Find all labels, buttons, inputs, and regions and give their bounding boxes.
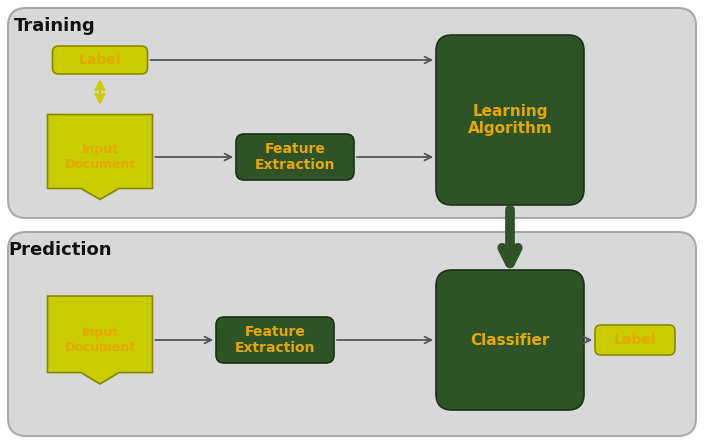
Text: Classifier: Classifier	[470, 333, 550, 348]
FancyBboxPatch shape	[436, 35, 584, 205]
FancyBboxPatch shape	[216, 317, 334, 363]
FancyBboxPatch shape	[8, 232, 696, 436]
FancyBboxPatch shape	[436, 270, 584, 410]
Polygon shape	[47, 296, 153, 384]
FancyBboxPatch shape	[595, 325, 675, 355]
Text: Prediction: Prediction	[8, 241, 112, 259]
Text: Input
Document: Input Document	[64, 143, 136, 171]
FancyBboxPatch shape	[8, 8, 696, 218]
Text: Feature
Extraction: Feature Extraction	[255, 142, 335, 172]
Text: Training: Training	[14, 17, 96, 35]
Polygon shape	[47, 115, 153, 199]
Text: Learning
Algorithm: Learning Algorithm	[467, 104, 553, 136]
FancyBboxPatch shape	[236, 134, 354, 180]
FancyBboxPatch shape	[53, 46, 148, 74]
Text: Input
Document: Input Document	[64, 326, 136, 354]
Text: Feature
Extraction: Feature Extraction	[234, 325, 315, 355]
Text: Label: Label	[614, 333, 656, 347]
Text: Label: Label	[79, 53, 121, 67]
